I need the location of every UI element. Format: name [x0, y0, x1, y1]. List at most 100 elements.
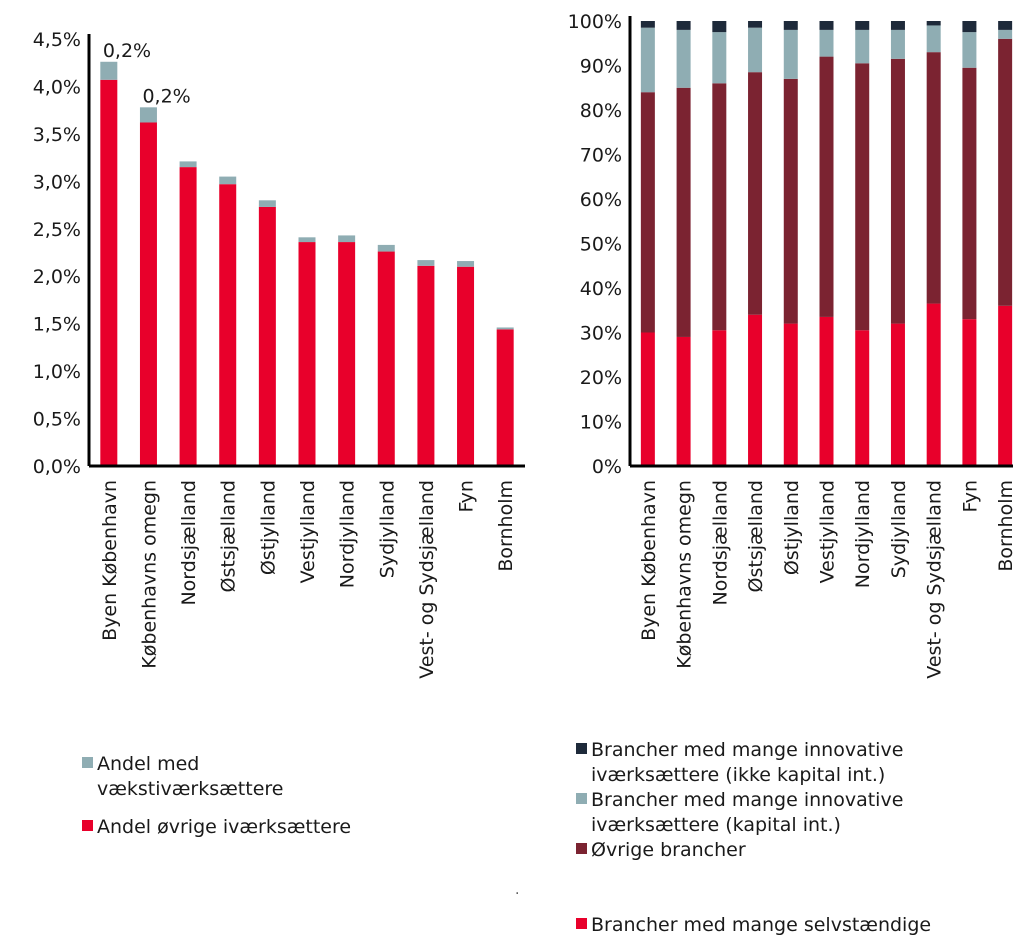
bar-segment: [926, 303, 941, 466]
x-tick-label: Nordjylland: [852, 480, 874, 588]
bar-segment: [457, 261, 475, 267]
bar-segment: [819, 56, 834, 317]
x-tick-label: Østjylland: [257, 480, 279, 575]
y-tick-label: 2,5%: [33, 219, 81, 241]
bar-segment: [676, 29, 691, 88]
x-tick-label: Nordjylland: [337, 480, 359, 588]
bar-segment: [890, 58, 905, 324]
bar-segment: [496, 329, 514, 466]
bar-segment: [712, 21, 727, 33]
right-chart-industry-composition: 0% 10% 20% 30% 40% 50% 60% 70% 80% 90% 100% Byen Kø…: [568, 11, 1013, 679]
y-tick-label: 80%: [580, 100, 622, 122]
bar-segment: [712, 330, 727, 466]
bar-segment: [457, 266, 475, 466]
bar-segment: [179, 167, 197, 466]
bar-segment: [962, 32, 977, 68]
bar-segment: [783, 29, 798, 79]
bar-segment: [100, 61, 118, 80]
x-tick-label: Østjylland: [781, 480, 803, 575]
x-tick-label: Østsjælland: [218, 480, 240, 592]
y-tick-label: 3,5%: [33, 124, 81, 146]
x-tick-label: Vestjylland: [297, 480, 319, 583]
bar-segment: [748, 72, 763, 315]
y-tick-label: 90%: [580, 56, 622, 78]
bar-segment: [819, 316, 834, 466]
bar-segment: [100, 79, 118, 467]
bar-segment: [962, 67, 977, 320]
bar-segment: [139, 107, 157, 123]
legend-label-line: Øvrige brancher: [591, 839, 746, 861]
bar-segment: [748, 314, 763, 466]
x-tick-label: Byen København: [99, 480, 121, 641]
bar-segment: [417, 260, 435, 266]
legend-swatch: [576, 918, 587, 929]
bar-segment: [640, 21, 655, 28]
bar-segment: [962, 319, 977, 466]
y-tick-label: 0,5%: [33, 409, 81, 431]
bar-segment: [179, 161, 197, 168]
bar-segment: [890, 21, 905, 30]
x-tick-label: Fyn: [959, 480, 981, 512]
bar-segment: [890, 323, 905, 466]
bar-segment: [676, 336, 691, 466]
bar-segment: [640, 27, 655, 93]
x-tick-label: Bornholm: [495, 480, 517, 572]
bar-segment: [219, 184, 237, 466]
bar-segment: [748, 21, 763, 28]
left-chart-regional-share: 0,0% 0,5% 1,0% 1,5% 2,0% 2,5% 3,0% 3,5% 4,0% 4,5%…: [33, 29, 525, 679]
bar-segment: [783, 21, 798, 30]
legend-swatch: [576, 843, 587, 854]
bar-segment: [377, 244, 395, 252]
y-tick-label: 40%: [580, 278, 622, 300]
x-tick-label: Fyn: [456, 480, 478, 512]
y-tick-label: 70%: [580, 145, 622, 167]
bar-segment: [712, 83, 727, 331]
bar-segment: [219, 176, 237, 185]
data-label: 0,2%: [142, 85, 190, 107]
bar-segment: [258, 206, 276, 466]
x-tick-label: Nordsjælland: [709, 480, 731, 606]
bar-segment: [496, 327, 514, 330]
bar-segment: [855, 21, 870, 30]
bar-segment: [890, 29, 905, 59]
bar-segment: [417, 265, 435, 466]
bar-segment: [258, 200, 276, 207]
x-tick-label: Nordsjælland: [178, 480, 200, 606]
bar-segment: [748, 27, 763, 73]
left-chart-legend: Andel med vækstiværksættere Andel øvrige…: [82, 752, 442, 853]
bar-segment: [298, 242, 316, 466]
legend-label-line: Brancher med mange innovative: [591, 789, 904, 811]
bar-segment: [640, 92, 655, 333]
x-tick-label: Sydjylland: [376, 480, 398, 578]
legend-label-line: Brancher med mange innovative: [591, 739, 904, 761]
y-tick-label: 4,5%: [33, 29, 81, 51]
bar-segment: [676, 21, 691, 30]
stray-mark: .: [515, 882, 520, 898]
legend-item-other-industries: Øvrige brancher: [576, 838, 1013, 863]
legend-swatch: [576, 793, 587, 804]
bar-segment: [998, 38, 1013, 306]
y-tick-label: 4,0%: [33, 76, 81, 98]
legend-label-line: Andel med: [97, 753, 200, 775]
y-tick-label: 0,0%: [33, 456, 81, 478]
bar-segment: [998, 305, 1013, 466]
legend-item-innovative-capital: Brancher med mange innovative iværksætte…: [576, 788, 1013, 838]
y-tick-label: 30%: [580, 323, 622, 345]
right-chart-legend: Brancher med mange innovative iværksætte…: [576, 738, 1013, 938]
legend-label-line: iværksættere (ikke kapital int.): [591, 764, 886, 786]
x-tick-label: Vest- og Sydsjælland: [416, 480, 438, 679]
x-tick-label: Vest- og Sydsjælland: [924, 480, 946, 679]
legend-label-line: iværksættere (kapital int.): [591, 814, 841, 836]
bar-segment: [377, 251, 395, 466]
y-tick-label: 10%: [580, 412, 622, 434]
x-tick-label: Bornholm: [995, 480, 1013, 572]
x-tick-label: Københavns omegn: [674, 480, 696, 669]
y-tick-label: 0%: [592, 456, 622, 478]
y-tick-label: 50%: [580, 234, 622, 256]
x-tick-label: Sydjylland: [888, 480, 910, 578]
legend-item-self-employed: Brancher med mange selvstændige: [576, 913, 1013, 938]
x-tick-label: Byen København: [638, 480, 660, 641]
legend-item-growth-entrepreneurs: Andel med vækstiværksættere: [82, 752, 442, 802]
x-tick-label: Københavns omegn: [138, 480, 160, 669]
